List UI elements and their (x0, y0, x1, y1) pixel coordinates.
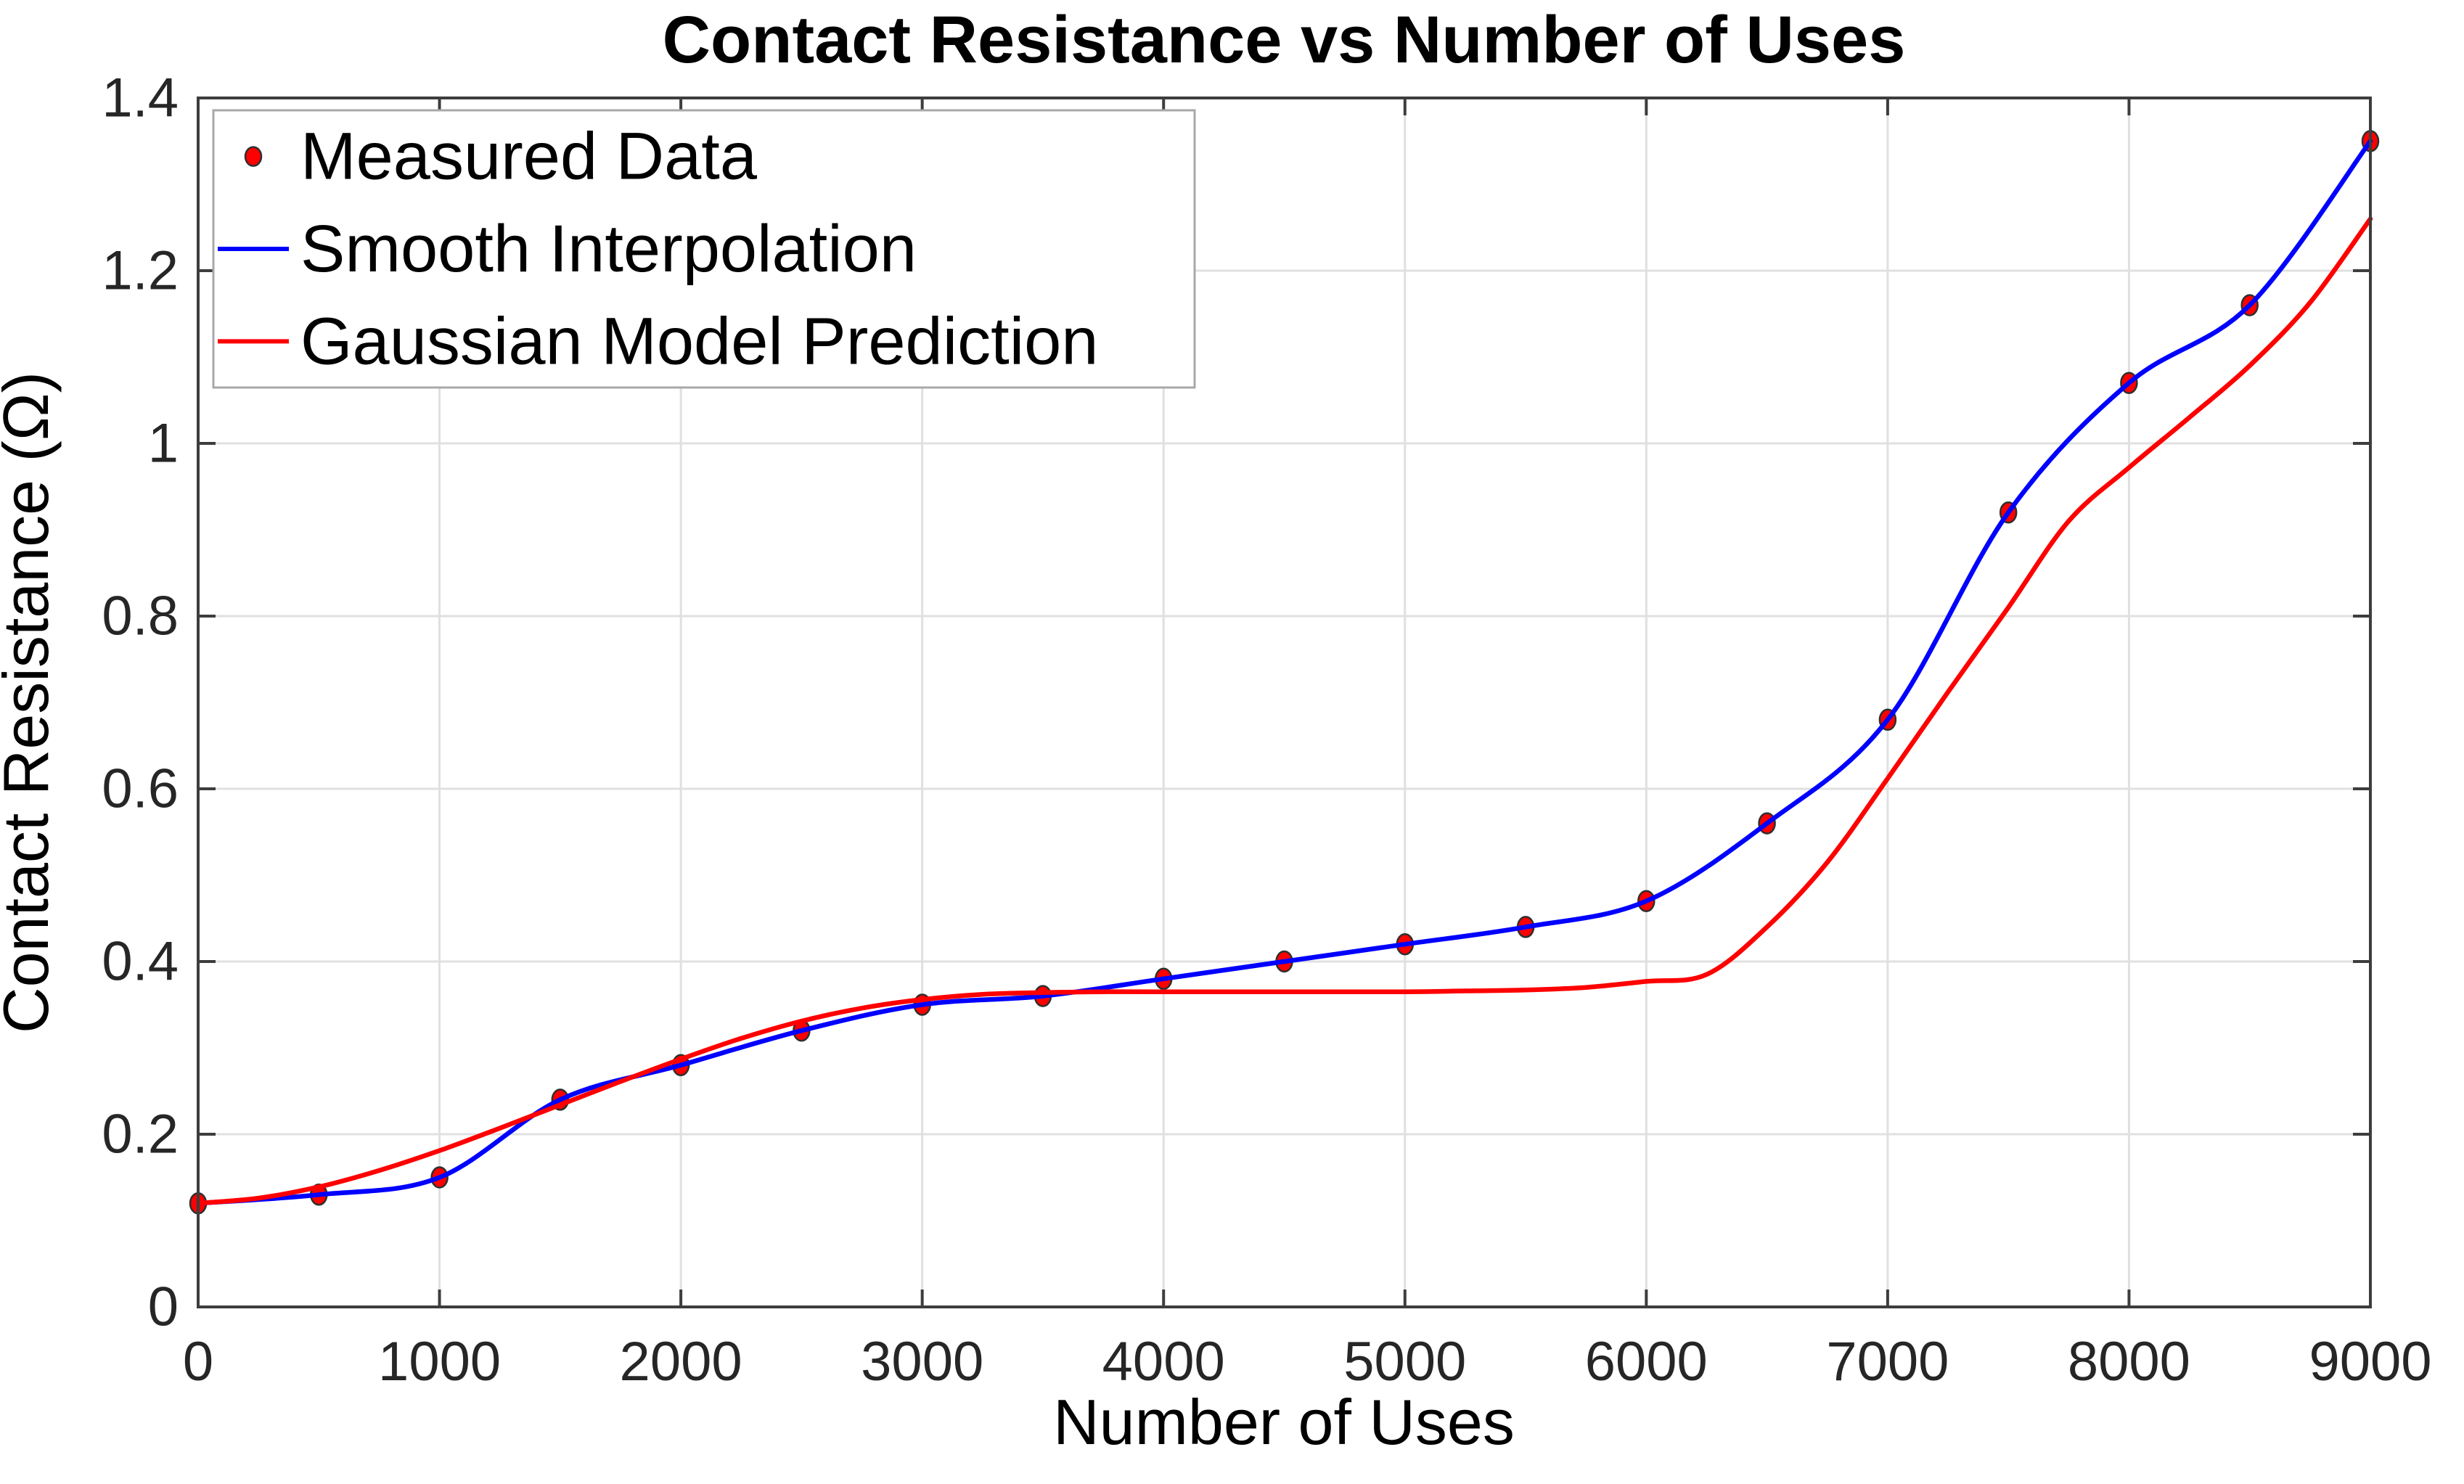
series-layer (189, 130, 2380, 1215)
legend-item-2: Gaussian Model Prediction (218, 304, 1098, 378)
x-tick-label-9000: 9000 (2309, 1331, 2431, 1393)
legend-item-1: Smooth Interpolation (218, 212, 917, 286)
grid-layer (198, 98, 2370, 1307)
x-tick-label-8000: 8000 (2068, 1331, 2190, 1393)
legend-label-1: Smooth Interpolation (300, 212, 917, 286)
y-tick-label-1: 1 (148, 413, 179, 475)
x-tick-label-3000: 3000 (861, 1331, 983, 1393)
tick-label-layer: 0 1000 2000 3000 4000 5000 6000 7000 8000 9000 0 0.… (102, 67, 2431, 1393)
x-tick-label-1000: 1000 (378, 1331, 501, 1393)
x-tick-label-0: 0 (183, 1331, 213, 1393)
legend-dot-marker (244, 146, 263, 167)
y-tick-label-0.2: 0.2 (102, 1104, 179, 1165)
axis-box (197, 97, 2372, 1308)
y-tick-label-1.4: 1.4 (102, 67, 179, 129)
legend-label-0: Measured Data (300, 120, 758, 194)
x-tick-label-5000: 5000 (1343, 1331, 1466, 1393)
x-tick-label-7000: 7000 (1826, 1331, 1949, 1393)
x-tick-label-4000: 4000 (1102, 1331, 1225, 1393)
legend: Measured Data Smooth Interpolation Gaussia… (212, 109, 1196, 389)
y-tick-label-1.2: 1.2 (102, 240, 179, 302)
x-tick-label-2000: 2000 (620, 1331, 742, 1393)
legend-item-0: Measured Data (244, 120, 758, 194)
gaussian-model-curve (195, 216, 2373, 1206)
y-tick-label-0.6: 0.6 (102, 758, 179, 820)
legend-label-2: Gaussian Model Prediction (300, 304, 1098, 378)
chart-title: Contact Resistance vs Number of Uses (663, 3, 1906, 77)
y-tick-label-0.8: 0.8 (102, 586, 179, 647)
smooth-interpolation-curve (195, 139, 2373, 1206)
legend-box (212, 109, 1196, 389)
y-axis-label: Contact Resistance (Ω) (0, 372, 62, 1033)
x-tick-label-6000: 6000 (1585, 1331, 1708, 1393)
y-tick-label-0: 0 (148, 1276, 179, 1338)
axis-layer (197, 97, 2372, 1308)
x-axis-label: Number of Uses (1053, 1386, 1515, 1458)
y-tick-label-0.4: 0.4 (102, 931, 179, 993)
